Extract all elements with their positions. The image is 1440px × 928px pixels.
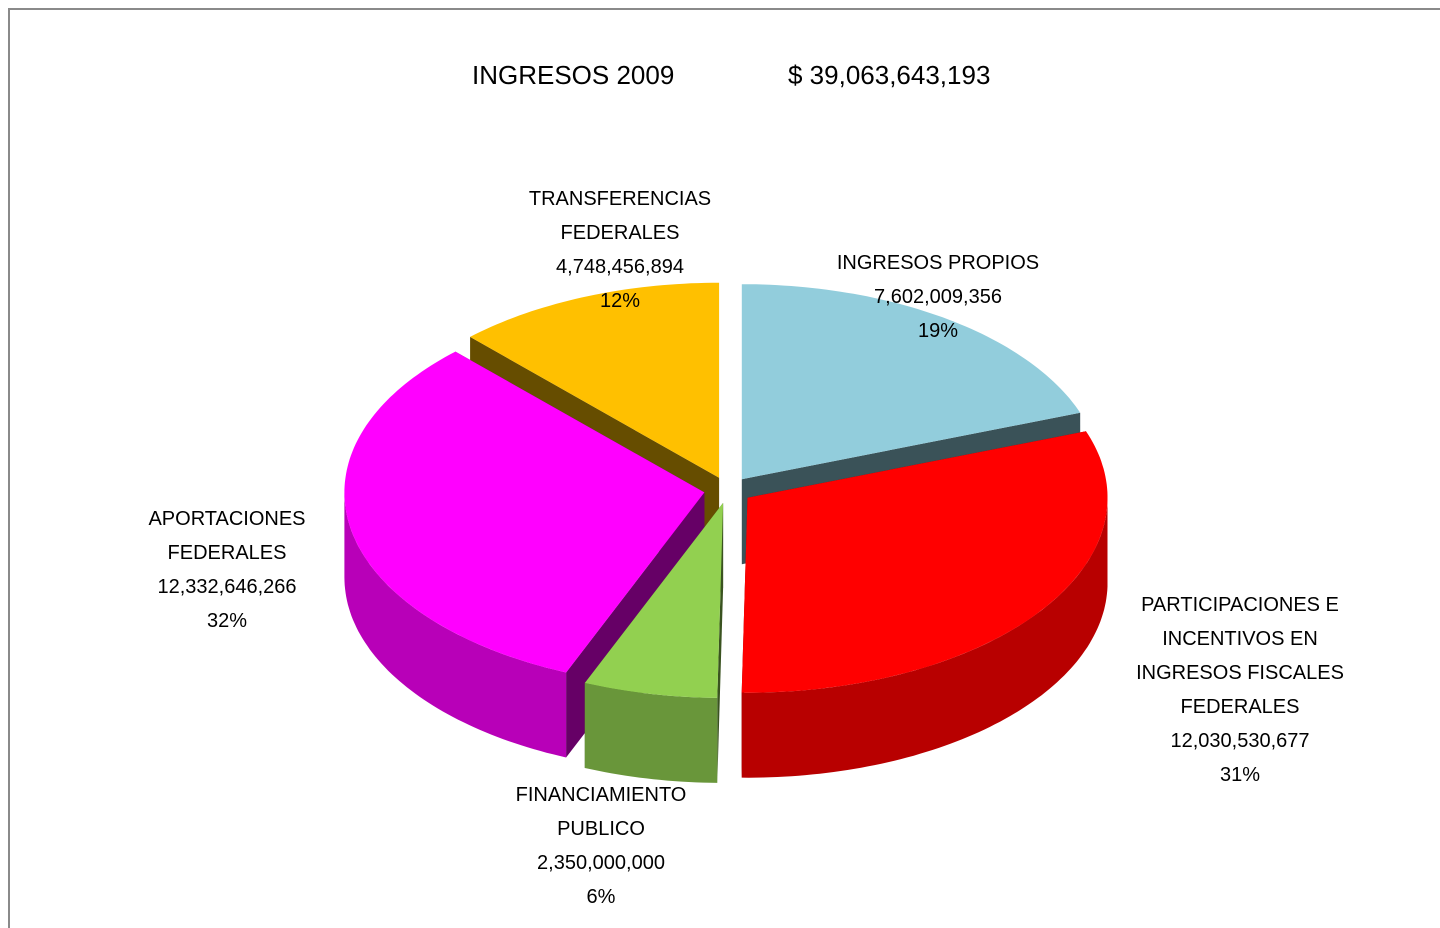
- slice: [584, 502, 724, 698]
- slice-wall: [344, 492, 567, 758]
- slice-percent: 32%: [206, 610, 248, 632]
- chart-title: INGRESOS 2009: [472, 60, 675, 90]
- slice-percent: 31%: [1219, 764, 1261, 786]
- slice-value: 12,332,646,266: [157, 576, 297, 598]
- slice-wall: [584, 683, 718, 783]
- slice: [741, 284, 1081, 480]
- data-label: APORTACIONES FEDERALES 12,332,646,266 32%: [97, 502, 357, 638]
- slice: [470, 282, 720, 478]
- data-label: TRANSFERENCIAS FEDERALES 4,748,456,894 12%: [490, 182, 750, 318]
- slice-percent: 6%: [586, 886, 616, 908]
- slice-value: 7,602,009,356: [874, 286, 1002, 308]
- slice-percent: 12%: [599, 290, 641, 312]
- slice-value: 12,030,530,677: [1170, 730, 1310, 752]
- chart-subtitle: $ 39,063,643,193: [788, 60, 991, 90]
- slice-group: [741, 431, 1108, 778]
- slice-name: INGRESOS PROPIOS: [836, 252, 1040, 274]
- slice-name: PARTICIPACIONES E INCENTIVOS EN INGRESOS…: [1136, 594, 1344, 718]
- data-label: PARTICIPACIONES E INCENTIVOS EN INGRESOS…: [1110, 588, 1370, 792]
- slice: [741, 431, 1108, 693]
- slice-value: 2,350,000,000: [537, 852, 665, 874]
- slice-value: 4,748,456,894: [556, 256, 684, 278]
- slice-wall: [741, 497, 1108, 778]
- slice-group: [584, 502, 724, 783]
- slice-name: FINANCIAMIENTO PUBLICO: [515, 784, 687, 840]
- chart-frame: [8, 8, 1440, 928]
- slice-percent: 19%: [917, 320, 959, 342]
- slice-name: TRANSFERENCIAS FEDERALES: [528, 188, 712, 244]
- slice-name: APORTACIONES FEDERALES: [148, 508, 306, 564]
- slice: [344, 351, 705, 673]
- data-label: INGRESOS PROPIOS 7,602,009,356 19%: [808, 246, 1068, 348]
- data-label: FINANCIAMIENTO PUBLICO 2,350,000,000 6%: [471, 778, 731, 914]
